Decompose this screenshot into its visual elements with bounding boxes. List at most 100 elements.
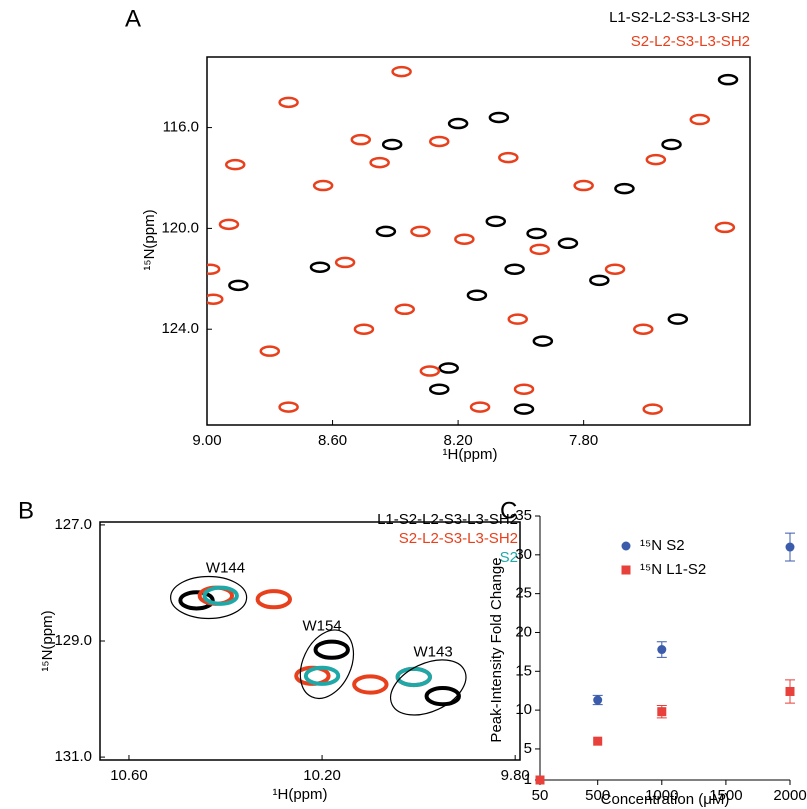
peak bbox=[313, 639, 350, 660]
panel-label: C bbox=[500, 497, 517, 524]
peak bbox=[350, 133, 372, 146]
annotation-ellipse bbox=[299, 629, 355, 699]
peak bbox=[717, 73, 739, 86]
peak bbox=[614, 182, 635, 195]
peak bbox=[312, 179, 334, 192]
point bbox=[785, 686, 795, 696]
x-tick-label: 8.20 bbox=[443, 432, 472, 449]
peak bbox=[278, 96, 299, 109]
peak bbox=[714, 221, 736, 234]
point bbox=[657, 645, 667, 655]
peak bbox=[589, 274, 610, 287]
peak bbox=[395, 666, 432, 688]
x-tick-label: 7.80 bbox=[569, 432, 598, 449]
annotation-label: W154 bbox=[302, 617, 341, 634]
y-tick-label: 10 bbox=[515, 701, 532, 718]
peak bbox=[429, 135, 450, 148]
y-tick-label: 15 bbox=[515, 662, 532, 679]
peak bbox=[557, 237, 579, 250]
peak bbox=[642, 403, 663, 415]
x-tick-label: 10.20 bbox=[303, 767, 341, 784]
legend-marker bbox=[621, 541, 631, 551]
peak bbox=[667, 313, 689, 325]
peak bbox=[513, 383, 535, 395]
point bbox=[535, 775, 545, 785]
peak bbox=[410, 225, 431, 238]
y-tick-label: 30 bbox=[515, 546, 532, 563]
y-axis-label: ¹⁵N(ppm) bbox=[141, 209, 158, 270]
x-tick-label: 500 bbox=[585, 787, 610, 804]
peak bbox=[469, 401, 491, 413]
peak bbox=[375, 225, 397, 238]
legend-label: L1-S2-L2-S3-L3-SH2 bbox=[609, 9, 750, 26]
peak bbox=[689, 113, 711, 126]
x-tick-label: 50 bbox=[532, 787, 549, 804]
peak bbox=[303, 665, 341, 686]
legend-marker bbox=[621, 565, 631, 575]
x-axis-label: ¹H(ppm) bbox=[273, 786, 328, 803]
peak bbox=[573, 179, 594, 192]
peak bbox=[207, 263, 221, 275]
legend-label: S2 bbox=[500, 549, 518, 566]
y-tick-label: 35 bbox=[515, 507, 532, 524]
peak bbox=[391, 65, 412, 78]
x-tick-label: 9.00 bbox=[192, 432, 221, 449]
peak bbox=[259, 345, 281, 357]
y-tick-label: 124.0 bbox=[161, 320, 199, 337]
legend-label: S2-L2-S3-L3-SH2 bbox=[631, 33, 750, 50]
y-tick-label: 131.0 bbox=[54, 748, 92, 765]
x-axis-label: Concentration (μM) bbox=[601, 791, 730, 808]
peak bbox=[507, 313, 528, 325]
peak bbox=[429, 383, 450, 395]
y-tick-label: 120.0 bbox=[161, 219, 199, 236]
point bbox=[657, 707, 667, 717]
y-tick-label: 20 bbox=[515, 623, 532, 640]
annotation-ellipse bbox=[390, 659, 467, 716]
x-tick-label: 1500 bbox=[709, 787, 742, 804]
x-tick-label: 10.60 bbox=[110, 767, 148, 784]
peak bbox=[419, 365, 441, 377]
y-tick-label: 25 bbox=[515, 585, 532, 602]
y-tick-label: 127.0 bbox=[54, 516, 92, 533]
y-tick-label: 116.0 bbox=[163, 119, 199, 136]
peak bbox=[334, 256, 356, 269]
point bbox=[785, 542, 795, 552]
peak bbox=[529, 243, 550, 256]
peak bbox=[532, 335, 554, 347]
plot-area bbox=[207, 65, 739, 415]
peak bbox=[466, 289, 488, 301]
peak bbox=[178, 590, 215, 611]
peak bbox=[447, 117, 469, 130]
peak bbox=[424, 686, 461, 707]
annotation-label: W144 bbox=[206, 559, 245, 576]
legend-label: S2-L2-S3-L3-SH2 bbox=[399, 530, 518, 547]
peak bbox=[454, 233, 475, 245]
peak bbox=[381, 138, 403, 151]
panel-label: A bbox=[125, 5, 141, 32]
peak bbox=[202, 585, 239, 606]
panel-label: B bbox=[18, 497, 34, 524]
peak bbox=[309, 261, 331, 273]
peak bbox=[394, 303, 415, 316]
point bbox=[593, 695, 603, 705]
peak bbox=[633, 323, 654, 335]
peak bbox=[661, 138, 682, 151]
plot-frame bbox=[206, 56, 751, 426]
peak bbox=[218, 218, 240, 231]
plot-area bbox=[178, 585, 461, 707]
x-tick-label: 2000 bbox=[773, 787, 806, 804]
y-tick-label: 129.0 bbox=[54, 632, 92, 649]
peak bbox=[604, 263, 626, 275]
peak bbox=[228, 279, 249, 292]
y-tick-label: 5 bbox=[524, 740, 532, 757]
x-tick-label: 1000 bbox=[645, 787, 678, 804]
x-axis-label: ¹H(ppm) bbox=[443, 446, 498, 463]
peak bbox=[369, 156, 390, 169]
plot-frame bbox=[99, 521, 521, 761]
legend-label: ¹⁵N L1-S2 bbox=[640, 561, 706, 578]
peak bbox=[255, 589, 292, 610]
x-tick-label: 9.80 bbox=[501, 767, 530, 784]
peak bbox=[438, 362, 459, 374]
peak bbox=[278, 401, 299, 413]
